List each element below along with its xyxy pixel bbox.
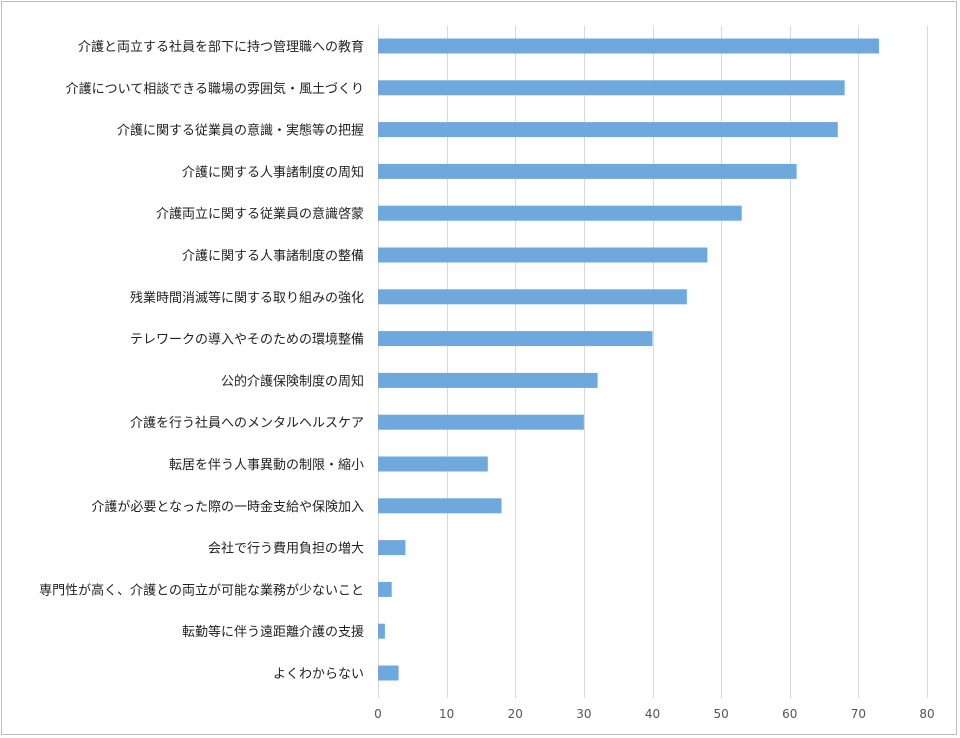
bar: [378, 665, 399, 681]
bar: [378, 163, 797, 179]
bar: [378, 38, 879, 54]
x-tick-label: 60: [782, 707, 797, 721]
bar-layer: [378, 38, 879, 681]
category-label: 転勤等に伴う遠距離介護の支援: [182, 624, 364, 640]
category-label: よくわからない: [273, 667, 364, 682]
category-label: 残業時間消滅等に関する取り組みの強化: [130, 290, 364, 306]
bar: [378, 623, 385, 639]
category-label: 介護が必要となった際の一時金支給や保険加入: [91, 499, 364, 515]
bar: [378, 581, 392, 597]
category-label: 介護について相談できる職場の雰囲気・風土づくり: [66, 81, 364, 97]
x-tick-label: 10: [439, 707, 454, 721]
x-tick-label: 80: [919, 707, 934, 721]
category-label: 介護を行う社員へのメンタルヘルスケア: [130, 415, 364, 431]
category-label: テレワークの導入やそのための環境整備: [130, 332, 364, 348]
bar: [378, 456, 488, 472]
bar: [378, 498, 502, 514]
category-label: 介護両立に関する従業員の意識啓蒙: [156, 206, 364, 222]
bar: [378, 122, 838, 138]
x-tick-label: 40: [645, 707, 660, 721]
bar: [378, 414, 584, 430]
category-label: 専門性が高く、介護との両立が可能な業務が少ないこと: [39, 582, 364, 598]
x-tick-label: 20: [508, 707, 523, 721]
category-label: 会社で行う費用負担の増大: [208, 541, 364, 557]
category-label: 介護と両立する社員を部下に持つ管理職への教育: [78, 39, 364, 55]
x-tick-label: 0: [374, 707, 382, 721]
bar: [378, 289, 687, 305]
bar: [378, 331, 653, 347]
bar: [378, 205, 742, 221]
x-tick-label: 70: [851, 707, 866, 721]
category-label: 転居を伴う人事異動の制限・縮小: [169, 457, 364, 473]
x-tick-label: 30: [576, 707, 591, 721]
category-label: 公的介護保険制度の周知: [221, 373, 364, 389]
category-label: 介護に関する人事諸制度の周知: [182, 164, 364, 180]
bar: [378, 247, 708, 263]
bar: [378, 80, 845, 96]
x-tick-label: 50: [713, 707, 728, 721]
bar: [378, 540, 406, 556]
bar: [378, 372, 598, 388]
category-labels: 介護と両立する社員を部下に持つ管理職への教育介護について相談できる職場の雰囲気・…: [39, 39, 364, 682]
category-label: 介護に関する人事諸制度の整備: [182, 248, 364, 264]
x-tick-labels: 0 10 20 30 40 50 60 70 80: [374, 707, 934, 721]
category-label: 介護に関する従業員の意識・実態等の把握: [117, 123, 364, 139]
